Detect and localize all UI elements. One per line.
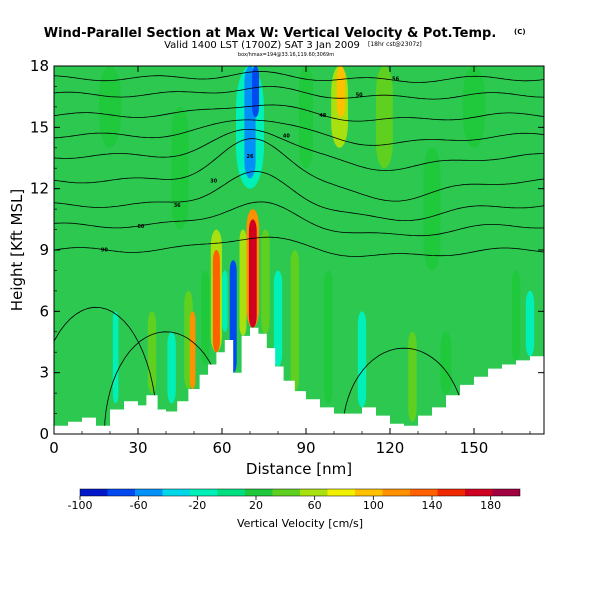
velocity-column (440, 331, 452, 396)
contour-label: 60 (137, 224, 144, 230)
x-tick-label: 150 (460, 439, 489, 457)
velocity-column (167, 331, 176, 404)
theta-contour (54, 201, 544, 237)
x-tick-label: 120 (376, 439, 405, 457)
velocity-column (376, 66, 393, 169)
theta-contour (54, 119, 544, 146)
chart-title-mark: (C) (514, 28, 526, 36)
colorbar-tick-label: -60 (130, 499, 148, 512)
velocity-column (273, 270, 283, 367)
velocity-column (252, 66, 260, 118)
y-tick-label: 6 (39, 302, 49, 320)
y-axis-label: Height [Kft MSL] (8, 189, 26, 311)
velocity-column (423, 147, 441, 271)
velocity-column (248, 219, 257, 328)
terrain (54, 327, 544, 434)
colorbar-tick-label: -100 (68, 499, 93, 512)
colorbar-tick-label: -20 (188, 499, 206, 512)
velocity-column (222, 270, 228, 332)
contour-label: 50 (356, 93, 363, 99)
velocity-column (201, 270, 210, 365)
velocity-column (98, 66, 122, 148)
contour-label: 26 (247, 154, 254, 160)
velocity-column (261, 229, 270, 334)
velocity-column (324, 270, 333, 404)
velocity-column (511, 270, 521, 361)
plot-area: 90 60 36 30 26 40 48 50 56 (53, 65, 545, 435)
velocity-column (290, 250, 299, 392)
theta-contour (54, 138, 544, 202)
theta-contours: 90 60 36 30 26 40 48 50 56 (54, 70, 544, 434)
chart-subtitle: Valid 1400 LST (1700Z) SAT 3 Jan 2009 (164, 40, 360, 51)
colorbar: -100 -60 -20 20 60 100 140 180 Vertical Velocit… (68, 488, 521, 530)
velocity-field (98, 66, 535, 422)
velocity-column (408, 331, 417, 422)
y-tick-label: 9 (39, 241, 49, 259)
x-tick-label: 60 (212, 439, 231, 457)
contour-label: 36 (174, 203, 181, 209)
velocity-column (112, 311, 119, 404)
colorbar-ramp (79, 488, 521, 497)
velocity-column (357, 311, 367, 408)
x-tick-label: 0 (49, 439, 59, 457)
theta-contour (54, 171, 544, 221)
velocity-column (299, 66, 313, 169)
theta-contour (342, 347, 466, 434)
theta-contour (54, 104, 544, 122)
y-tick-label: 12 (30, 180, 49, 198)
velocity-column (462, 66, 486, 148)
theta-contour (54, 129, 544, 171)
x-axis-label: Distance [nm] (246, 460, 352, 478)
terrain-mask (54, 327, 544, 434)
theta-contour (54, 86, 544, 100)
colorbar-tick-label: 140 (422, 499, 443, 512)
y-tick-label: 3 (39, 364, 49, 382)
colorbar-tick-label: 100 (363, 499, 384, 512)
colorbar-tick-label: 180 (480, 499, 501, 512)
chart-subtitle-note: [18hr cst@2307z] (368, 41, 422, 48)
x-tick-label: 30 (128, 439, 147, 457)
velocity-column (189, 311, 196, 390)
colorbar-tick-label: 20 (249, 499, 263, 512)
theta-contour (54, 236, 544, 257)
velocity-column (212, 250, 220, 353)
contour-label: 90 (101, 248, 108, 254)
contour-label: 30 (210, 179, 217, 185)
chart-title: Wind-Parallel Section at Max W: Vertical… (44, 26, 497, 41)
velocity-column (525, 290, 535, 357)
chart-info-line: box/hmax=194@33.16,119.60;3069m (238, 52, 334, 58)
y-tick-label: 15 (30, 118, 49, 136)
x-tick-label: 90 (296, 439, 315, 457)
colorbar-tick-label: 60 (308, 499, 322, 512)
contour-label: 40 (283, 134, 290, 140)
colorbar-label: Vertical Velocity [cm/s] (237, 517, 363, 530)
velocity-column (336, 66, 346, 118)
velocity-column (171, 106, 189, 230)
theta-contour (54, 306, 158, 434)
velocity-column (239, 229, 247, 336)
y-tick-label: 0 (39, 425, 49, 443)
contour-label: 48 (319, 113, 326, 119)
contour-label: 56 (392, 76, 399, 82)
y-tick-label: 18 (30, 57, 49, 75)
theta-contour (54, 70, 544, 83)
